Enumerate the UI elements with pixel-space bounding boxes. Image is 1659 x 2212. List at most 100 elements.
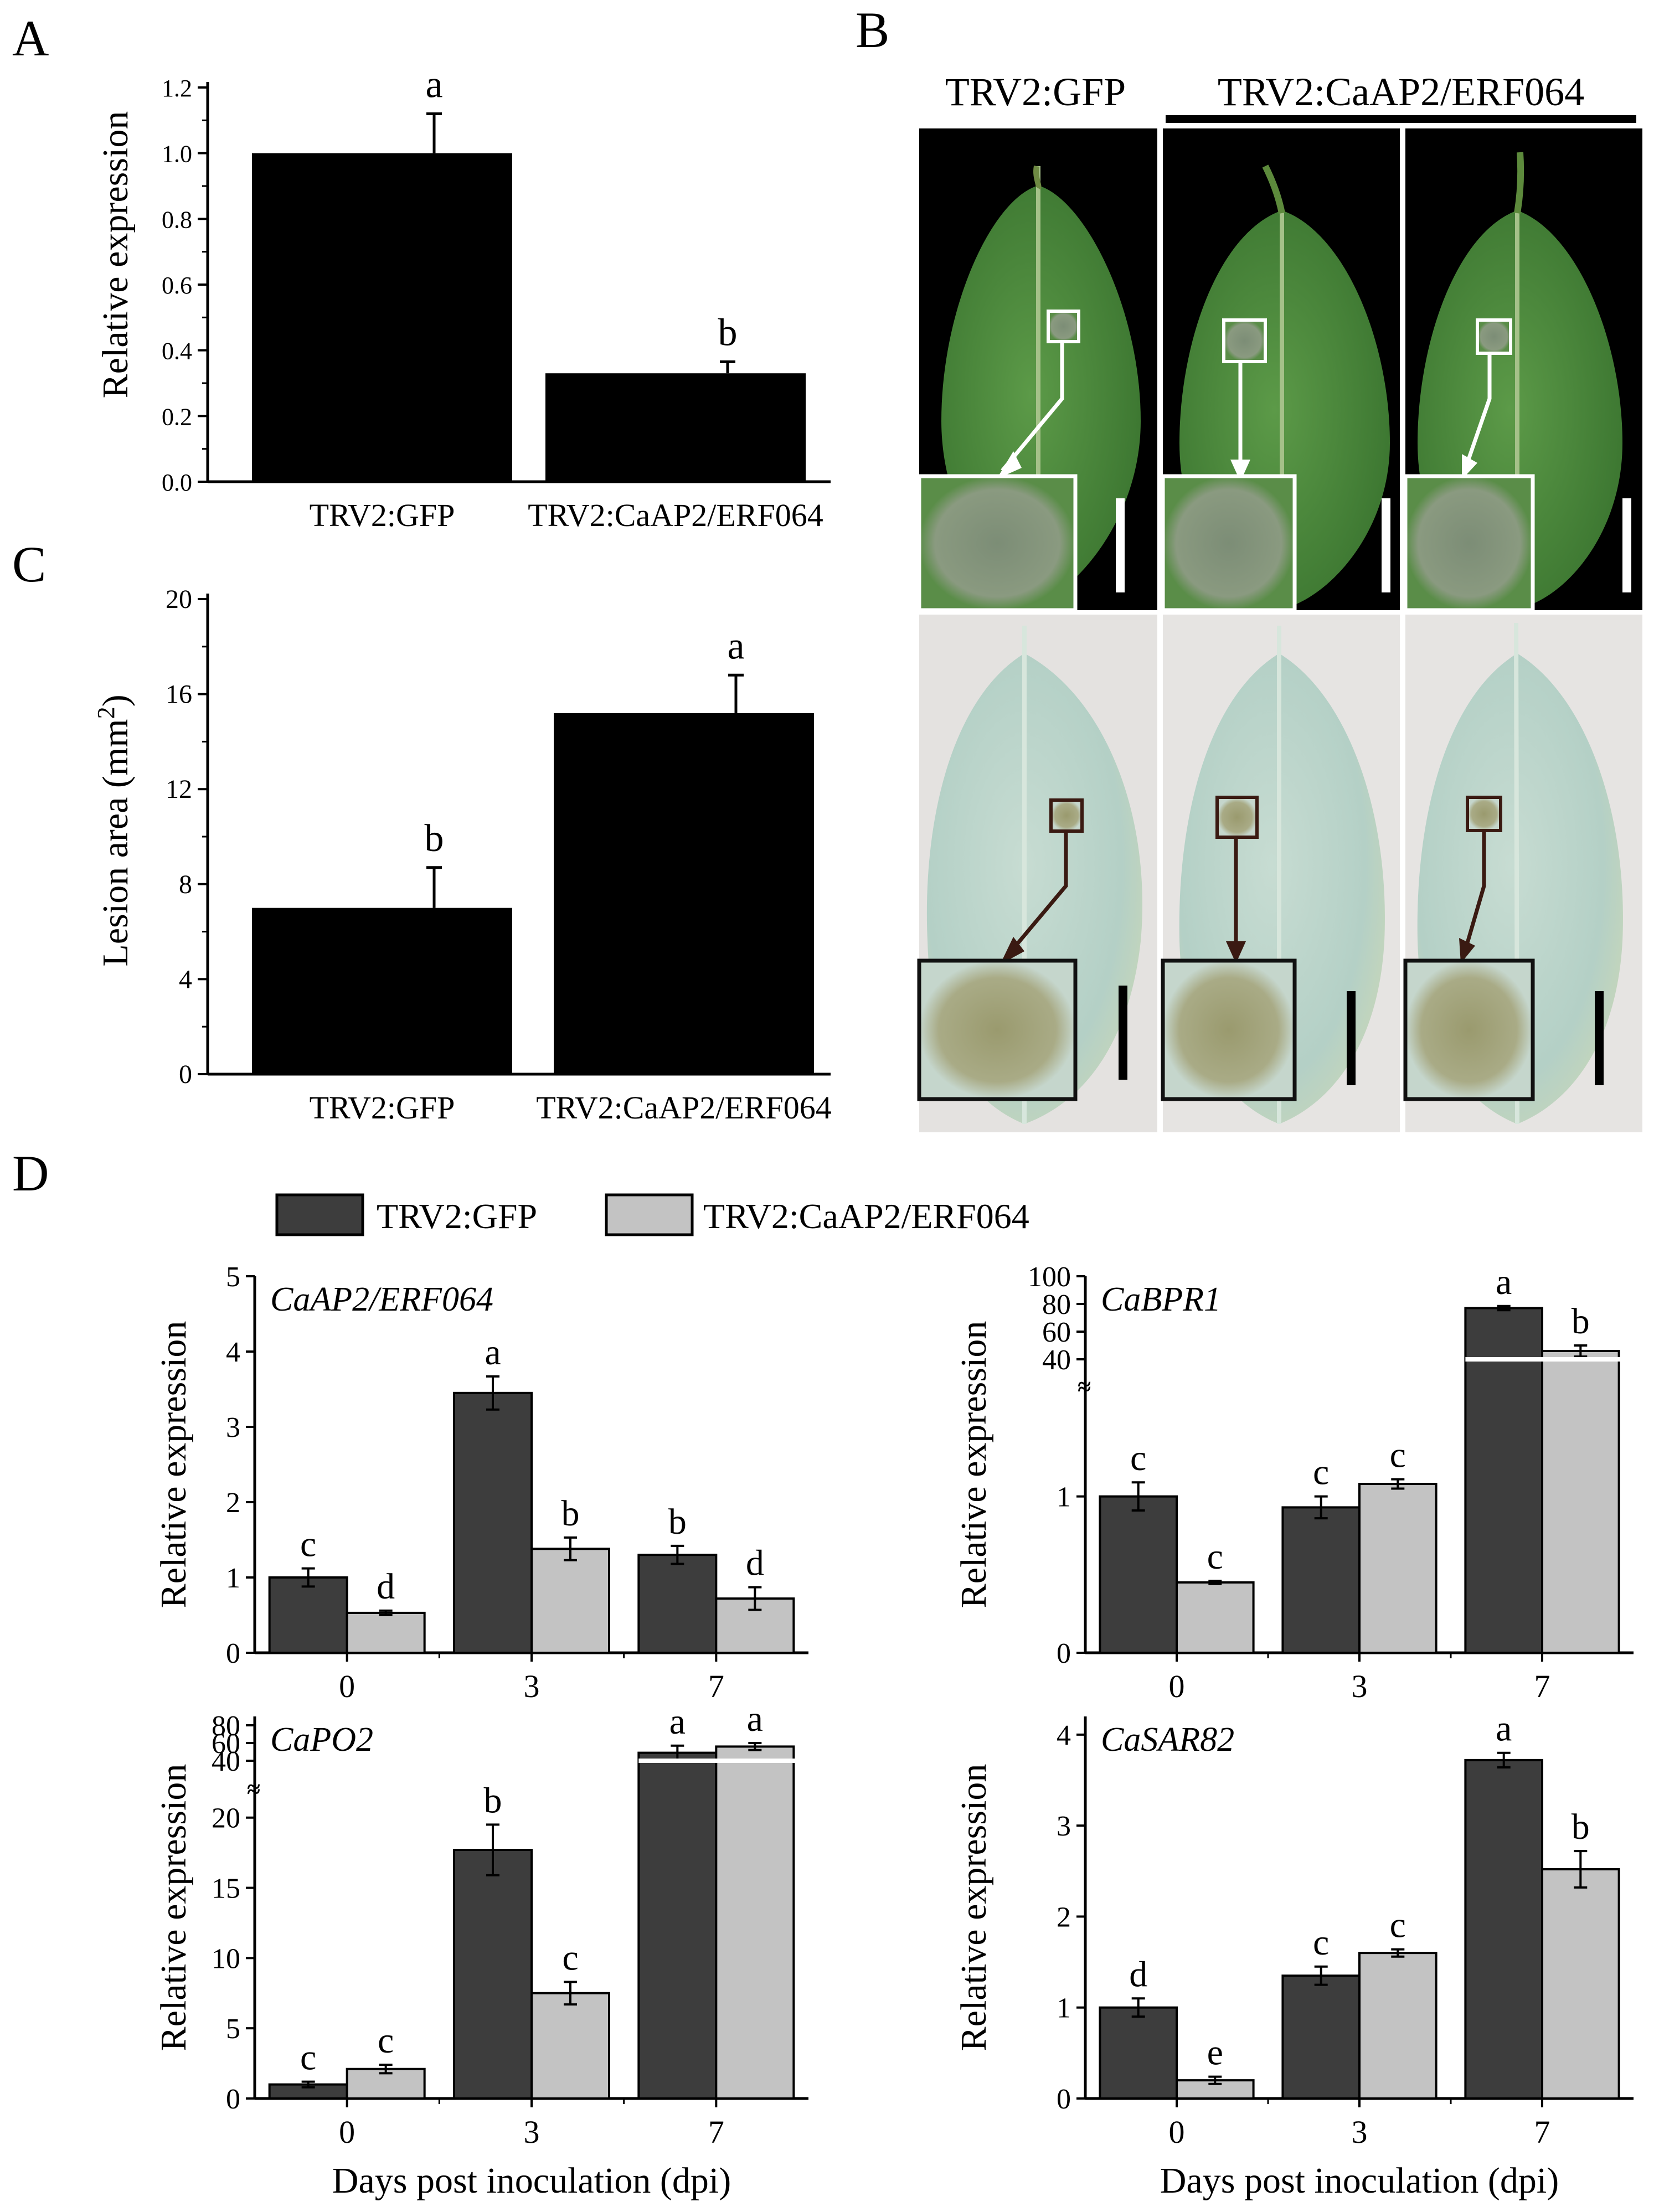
chart-D2-axis-break-mark: ≈ bbox=[1078, 1373, 1091, 1400]
chart-D2-ytick-label: 80 bbox=[1042, 1289, 1071, 1321]
chart-A-ytick-label: 1.2 bbox=[162, 75, 192, 102]
chart-A-ytick-label: 0.6 bbox=[162, 272, 192, 299]
chart-D3-ytick-label: 0 bbox=[226, 2084, 240, 2115]
chart-D4-sig-letter: b bbox=[1572, 1807, 1590, 1847]
chart-D3-ytick-label: 40 bbox=[212, 1746, 240, 1777]
chart-D3-ytick-label: 80 bbox=[212, 1710, 240, 1742]
legend: TRV2:GFP TRV2:CaAP2/ERF064 bbox=[275, 1193, 1029, 1236]
legend-label-erf: TRV2:CaAP2/ERF064 bbox=[703, 1197, 1029, 1236]
chart-D4-xtick-label: 3 bbox=[1352, 2114, 1368, 2150]
chart-D1-ytick-label: 5 bbox=[226, 1261, 240, 1293]
panel-b-photos: TRV2:GFP TRV2:CaAP2/ERF064 bbox=[917, 70, 1642, 1132]
chart-D4-bar-erf064 bbox=[1358, 1952, 1438, 2100]
chart-D1-title: CaAP2/ERF064 bbox=[270, 1281, 493, 1318]
chart-D4-ytick-label: 0 bbox=[1057, 2084, 1071, 2115]
chart-C-category-label: TRV2:GFP bbox=[310, 1090, 455, 1126]
chart-C-sig-letter: b bbox=[425, 817, 444, 860]
chart-C-ytick-label: 16 bbox=[166, 680, 192, 709]
chart-C-bar bbox=[554, 713, 814, 1074]
chart-A-sig-letter: b bbox=[718, 311, 738, 354]
chart-D1-ytick-label: 2 bbox=[226, 1487, 240, 1519]
lesion-top-3 bbox=[1403, 318, 1631, 612]
chart-D1-ytick-label: 4 bbox=[226, 1337, 240, 1368]
chart-D2-bar-erf064 bbox=[1176, 1581, 1255, 1654]
chart-A-ytick-label: 0.4 bbox=[162, 338, 192, 365]
chart-D1-ylabel: Relative expression bbox=[153, 1321, 194, 1608]
chart-D3-bar-gfp bbox=[637, 1751, 718, 2100]
chart-D1-sig-letter: b bbox=[668, 1502, 687, 1542]
chart-D1-bar-gfp bbox=[268, 1576, 348, 1654]
chart-D1-bar-gfp bbox=[453, 1391, 533, 1654]
chart-D1-ytick-label: 0 bbox=[226, 1638, 240, 1669]
chart-C-ytick-label: 20 bbox=[166, 585, 192, 614]
panel-letter-a: A bbox=[12, 10, 49, 66]
legend-swatch-gfp bbox=[275, 1193, 364, 1236]
chart-D2-ytick-label: 0 bbox=[1057, 1638, 1071, 1669]
chart-D3-ytick-label: 20 bbox=[212, 1803, 240, 1834]
chart-D3-sig-letter: c bbox=[300, 2038, 316, 2078]
chart-D1-bar-erf064 bbox=[530, 1548, 610, 1654]
panel-b-header-left: TRV2:GFP bbox=[945, 70, 1126, 114]
chart-D1-sig-letter: a bbox=[485, 1332, 501, 1373]
chart-C-bar bbox=[252, 908, 512, 1074]
chart-D3-ytick-label: 5 bbox=[226, 2013, 240, 2045]
chart-A-ytick-label: 0.8 bbox=[162, 206, 192, 233]
chart-D4-bar-gfp bbox=[1281, 1974, 1361, 2100]
chart-D2-ytick-label: 60 bbox=[1042, 1317, 1071, 1348]
chart-C-sig-letter: a bbox=[727, 625, 744, 667]
chart-D4-ytick-label: 2 bbox=[1057, 1901, 1071, 1933]
chart-a-ylabel: Relative expression bbox=[95, 111, 136, 399]
chart-D1-sig-letter: d bbox=[746, 1543, 764, 1584]
chart-D2-sig-letter: b bbox=[1572, 1301, 1590, 1342]
chart-D2-ytick-label: 100 bbox=[1028, 1261, 1071, 1293]
chart-C-category-label: TRV2:CaAP2/ERF064 bbox=[536, 1090, 832, 1126]
chart-D3-ytick-label: 15 bbox=[212, 1873, 240, 1905]
chart-D4-sig-letter: e bbox=[1207, 2033, 1223, 2073]
chart-D2-ytick-label: 1 bbox=[1057, 1482, 1071, 1513]
chart-D2-bar-gfp bbox=[1099, 1495, 1178, 1654]
chart-D4-xtick-label: 0 bbox=[1169, 2114, 1185, 2150]
chart-D4-title: CaSAR82 bbox=[1101, 1721, 1234, 1759]
chart-D1-ytick-label: 3 bbox=[226, 1412, 240, 1443]
panel-b-header-bar bbox=[1166, 115, 1636, 123]
chart-a: 0.0 0.2 0.4 0.6 0.8 1.0 1.2 a TRV2:GFP b TRV2:CaAP… bbox=[162, 63, 831, 533]
chart-D3-xlabel: Days post inoculation (dpi) bbox=[332, 2161, 731, 2201]
chart-D2-xtick-label: 3 bbox=[1352, 1668, 1368, 1704]
chart-D1-bar-erf064 bbox=[346, 1611, 426, 1654]
chart-C-ytick-label: 8 bbox=[179, 870, 192, 899]
chart-D3-sig-letter: b bbox=[484, 1780, 502, 1821]
chart-A-ytick-label: 0.2 bbox=[162, 403, 192, 430]
chart-D3-ylabel: Relative expression bbox=[153, 1764, 194, 2051]
chart-C-ytick-label: 0 bbox=[179, 1060, 192, 1089]
chart-D2-sig-letter: c bbox=[1130, 1438, 1146, 1478]
legend-label-gfp: TRV2:GFP bbox=[377, 1197, 537, 1236]
chart-A-ytick-label: 0.0 bbox=[162, 469, 192, 496]
chart-D1-sig-letter: b bbox=[561, 1493, 580, 1534]
chart-D3-bar-erf064 bbox=[530, 1992, 610, 2100]
chart-D3-ytick-label: 60 bbox=[212, 1728, 240, 1760]
chart-D4-ytick-label: 4 bbox=[1057, 1720, 1071, 1751]
chart-D2-bar-erf064 bbox=[1358, 1483, 1438, 1654]
chart-D3-ytick-label: 10 bbox=[212, 1943, 240, 1974]
chart-D3-axis-break-mark: ≈ bbox=[247, 1776, 260, 1803]
chart-c-ylabel-end: ) bbox=[95, 694, 136, 707]
chart-D4-ylabel: Relative expression bbox=[954, 1764, 994, 2051]
chart-D4-ytick-label: 3 bbox=[1057, 1811, 1071, 1842]
chart-A-category-label: TRV2:GFP bbox=[310, 497, 455, 533]
chart-D2-xtick-label: 0 bbox=[1169, 1668, 1185, 1704]
chart-D1-bar-gfp bbox=[637, 1554, 718, 1654]
chart-D3-title: CaPO2 bbox=[270, 1721, 373, 1759]
lesion-top-2 bbox=[1161, 318, 1390, 612]
chart-D2-title: CaBPR1 bbox=[1101, 1281, 1221, 1318]
legend-swatch-erf bbox=[605, 1193, 694, 1236]
chart-D2-bar-gfp bbox=[1281, 1506, 1361, 1654]
chart-D2-ylabel: Relative expression bbox=[954, 1321, 994, 1608]
chart-d-casar82: 0 1 2 3 4 0 d e 3 c c 7 a b CaSAR82 Relative expression… bbox=[954, 1709, 1634, 2201]
chart-D3-sig-letter: a bbox=[747, 1699, 763, 1739]
chart-D1-sig-letter: c bbox=[300, 1524, 316, 1565]
chart-A-ytick-label: 1.0 bbox=[162, 141, 192, 168]
chart-D4-sig-letter: a bbox=[1496, 1709, 1512, 1749]
chart-D4-bar-erf064 bbox=[1541, 1868, 1620, 2100]
